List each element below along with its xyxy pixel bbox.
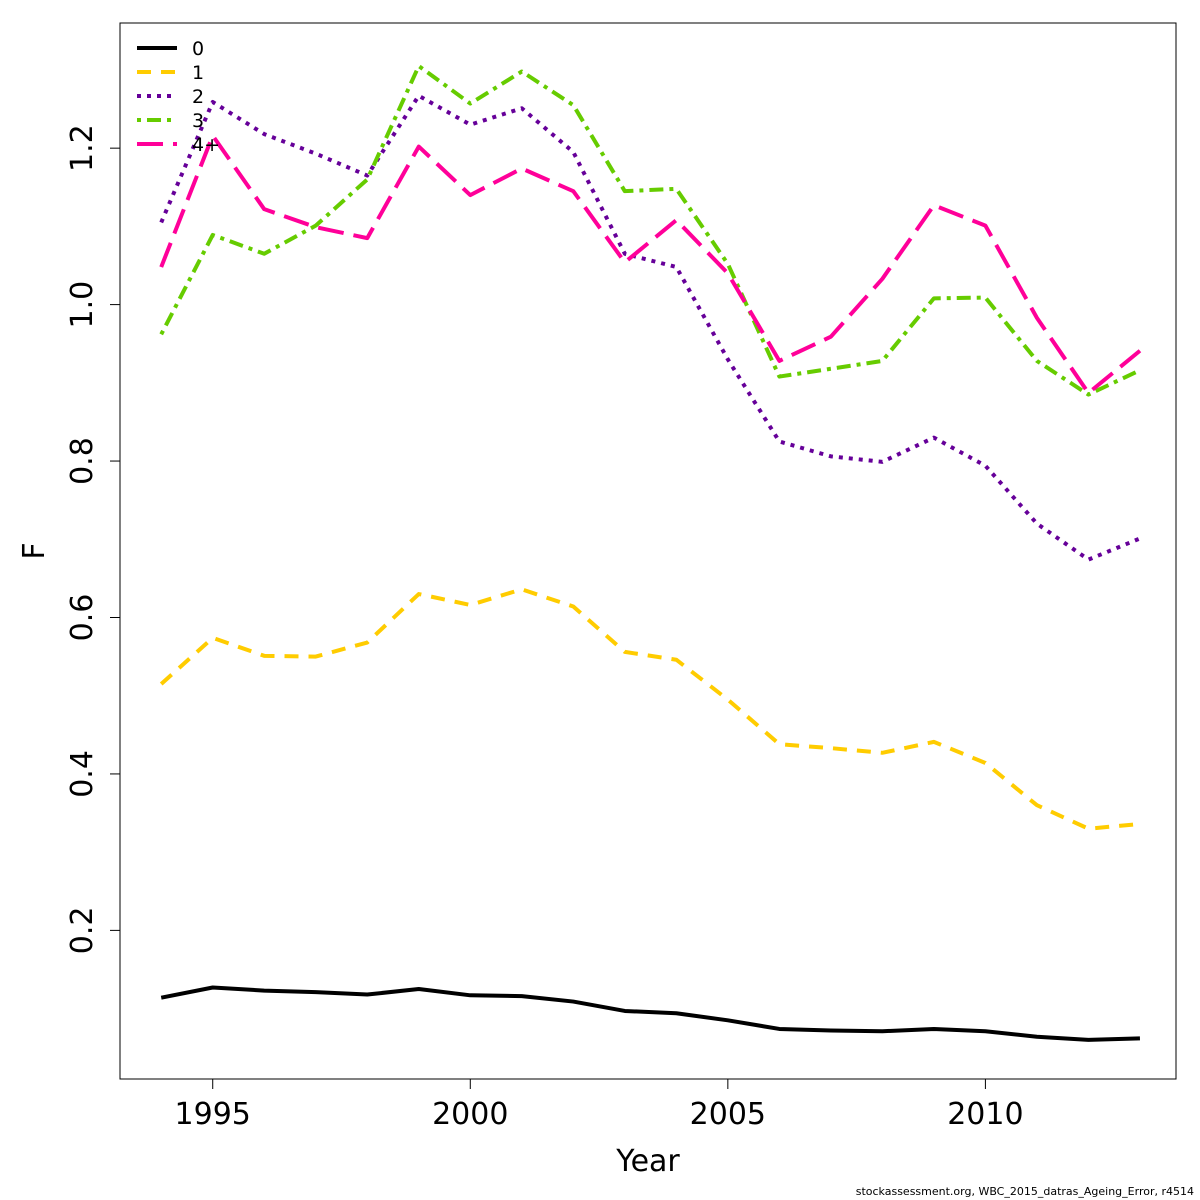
series-line-2: [159, 93, 1141, 562]
legend-label-4: 4+: [192, 134, 220, 156]
x-tick-label: 1995: [175, 1097, 251, 1132]
x-tick-label: 2010: [947, 1097, 1023, 1132]
y-tick-label: 0.6: [65, 594, 100, 642]
x-axis-label: Year: [615, 1144, 680, 1179]
y-tick-label: 1.2: [65, 124, 100, 172]
y-tick-label: 1.0: [65, 281, 100, 329]
legend-label-1: 1: [192, 62, 204, 84]
x-tick-label: 2000: [432, 1097, 508, 1132]
legend-label-2: 2: [192, 86, 204, 108]
axes: 1995 2000 2005 2010 0.2 0.4 0.6 0.8 1.0 1.2: [65, 124, 1024, 1132]
series-group: [159, 64, 1142, 1042]
plot-frame: [119, 22, 1177, 1080]
y-axis-label: F: [17, 542, 52, 559]
x-tick-label: 2005: [690, 1097, 766, 1132]
series-line-3: [159, 64, 1141, 397]
y-tick-label: 0.2: [65, 907, 100, 955]
footer-caption: stockassessment.org, WBC_2015_datras_Age…: [855, 1185, 1194, 1198]
series-line-1: [159, 587, 1141, 831]
series-line-0: [160, 985, 1141, 1042]
legend-label-0: 0: [192, 38, 204, 60]
y-tick-label: 0.4: [65, 750, 100, 798]
legend-label-3: 3: [192, 110, 204, 132]
series-line-4: [159, 133, 1142, 395]
y-tick-label: 0.8: [65, 437, 100, 485]
